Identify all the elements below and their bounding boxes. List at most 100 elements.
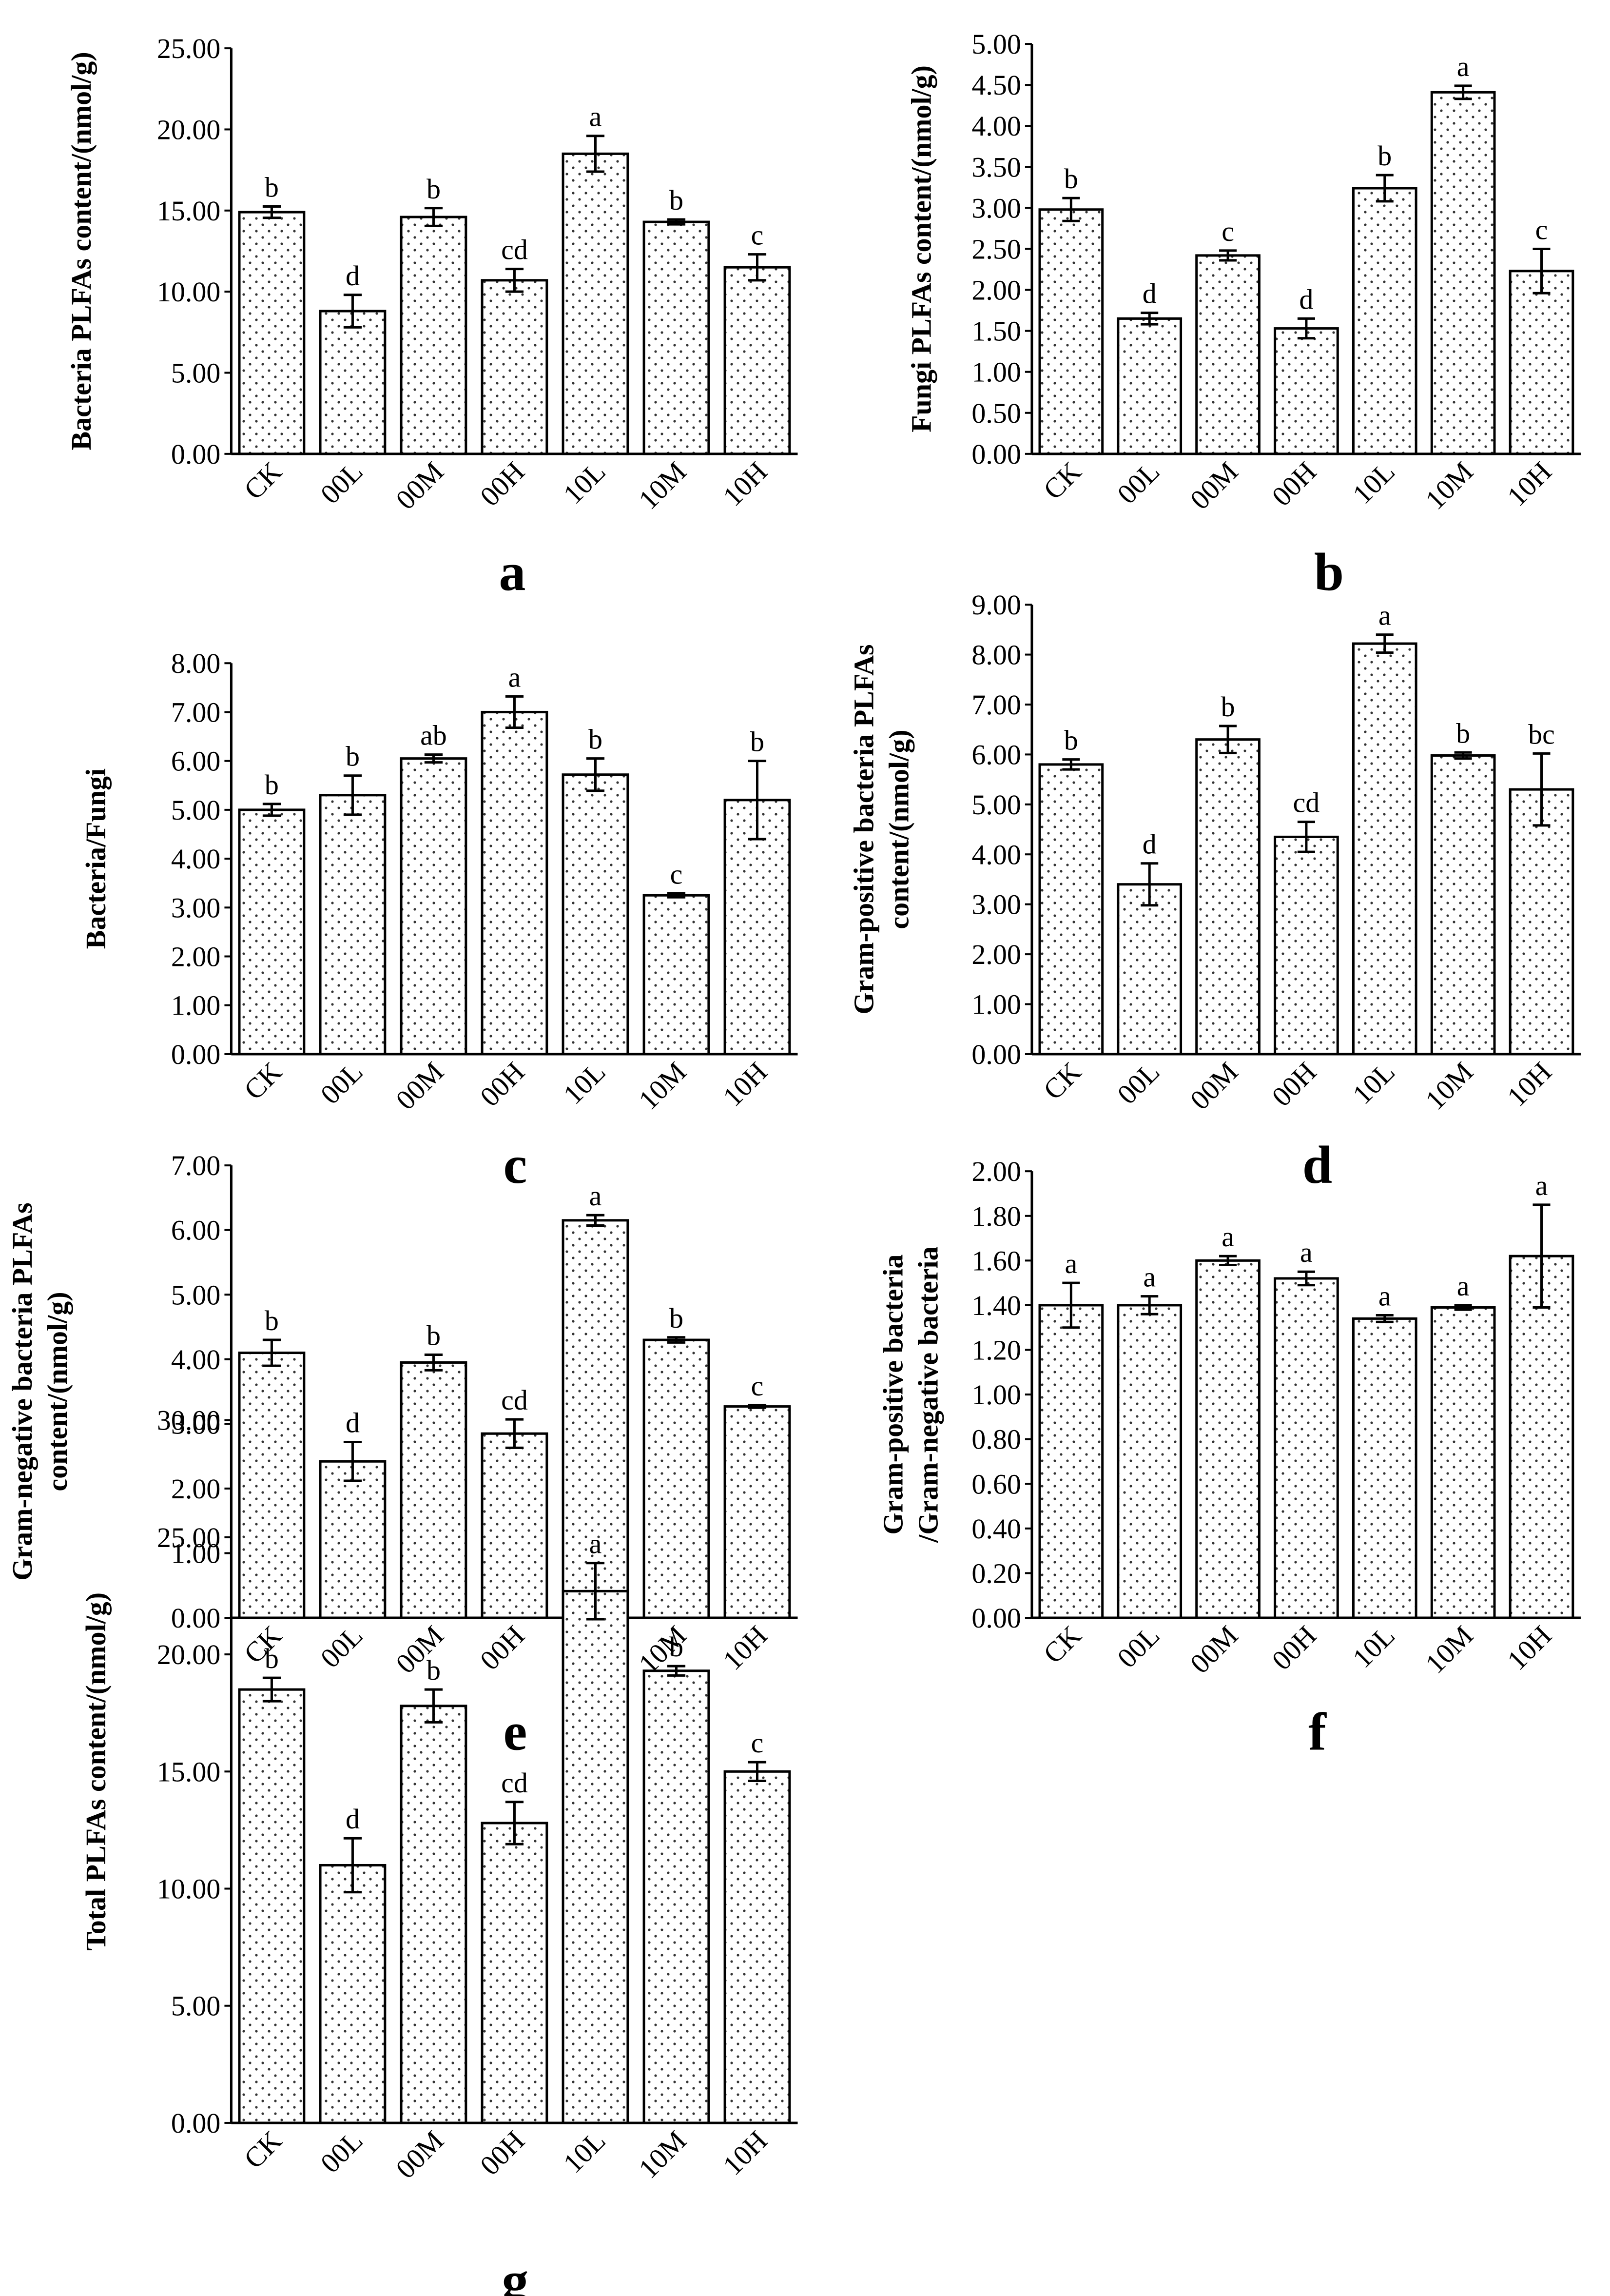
significance-label: b xyxy=(1064,163,1078,195)
significance-label: b xyxy=(265,1643,279,1674)
bar xyxy=(723,1770,791,2124)
significance-label: a xyxy=(1143,1261,1156,1293)
y-tick-label: 1.00 xyxy=(971,1379,1021,1411)
y-tick-label: 6.00 xyxy=(171,1215,221,1246)
category-label: 10M xyxy=(1419,1056,1479,1116)
y-axis-label: Gram-positive bacteria/Gram-negative bac… xyxy=(877,1247,944,1543)
category-label: 00L xyxy=(314,2124,369,2179)
y-tick-label: 1.00 xyxy=(171,990,221,1021)
bar xyxy=(1038,1304,1104,1619)
significance-label: b xyxy=(669,1302,683,1334)
significance-label: b xyxy=(1377,140,1392,172)
category-label: 10H xyxy=(717,2124,774,2181)
significance-label: a xyxy=(1457,51,1470,82)
y-tick-label: 20.00 xyxy=(157,114,221,145)
bar xyxy=(1195,738,1261,1056)
panel-label: c xyxy=(504,1135,527,1195)
bar xyxy=(1117,883,1183,1056)
significance-label: d xyxy=(1143,828,1157,860)
y-tick-label: 4.00 xyxy=(971,110,1021,142)
significance-label: b xyxy=(669,1631,683,1663)
y-tick-label: 8.00 xyxy=(971,639,1021,671)
y-tick-label: 2.00 xyxy=(971,275,1021,306)
y-tick-label: 5.00 xyxy=(971,789,1021,821)
bar xyxy=(1509,788,1574,1056)
category-label: 10L xyxy=(1346,1619,1401,1674)
y-tick-label: 25.00 xyxy=(157,33,221,64)
significance-label: a xyxy=(1457,1270,1470,1302)
y-axis-label: Bacteria PLFAs content/(nmol/g) xyxy=(65,52,97,450)
bar xyxy=(1274,1277,1339,1619)
bar xyxy=(1430,1306,1496,1619)
category-label: 10H xyxy=(1501,1619,1558,1676)
bar xyxy=(642,1669,710,2124)
category-label: 00M xyxy=(389,455,449,515)
y-tick-label: 10.00 xyxy=(157,1873,221,1905)
category-label: 00M xyxy=(389,2124,449,2184)
bar xyxy=(1038,763,1104,1056)
panel-label: f xyxy=(1308,1702,1327,1761)
panel-b: 0.00 0.50 1.00 1.50 2.00 2.50 3.00 3.50 4.00 4.50… xyxy=(906,28,1581,602)
category-label: CK xyxy=(238,455,288,506)
y-tick-label: 7.00 xyxy=(171,696,221,728)
category-label: 10L xyxy=(1346,455,1401,510)
category-label: 10M xyxy=(632,455,692,515)
y-tick-label: 30.00 xyxy=(157,1405,221,1436)
y-tick-label: 6.00 xyxy=(971,739,1021,770)
significance-label: cd xyxy=(1293,787,1320,819)
y-tick-label: 1.80 xyxy=(971,1200,1021,1232)
significance-label: c xyxy=(751,1370,764,1402)
bar xyxy=(562,152,629,455)
significance-label: b xyxy=(265,769,279,801)
panel-a: 0.00 5.00 10.00 15.00 20.00 25.00 b CK d 00L b 00M c… xyxy=(65,33,798,602)
bar xyxy=(1195,1259,1261,1619)
bar xyxy=(238,808,306,1056)
y-axis-label: Gram-negative bacteria PLFAs content/(nmo… xyxy=(6,1202,73,1580)
significance-label: b xyxy=(750,726,764,758)
significance-label: a xyxy=(1378,1280,1391,1312)
significance-label: b xyxy=(1064,725,1078,756)
category-label: 10H xyxy=(1501,455,1558,512)
y-tick-label: 7.00 xyxy=(171,1150,221,1181)
category-label: CK xyxy=(1037,1056,1087,1106)
category-label: 00H xyxy=(1266,1619,1323,1676)
bar xyxy=(400,1361,467,1619)
bar xyxy=(1509,1255,1574,1619)
y-tick-label: 8.00 xyxy=(171,648,221,679)
significance-label: ab xyxy=(420,720,447,751)
significance-label: c xyxy=(751,219,764,251)
bar xyxy=(238,211,306,455)
significance-label: a xyxy=(589,1528,602,1560)
significance-label: a xyxy=(508,661,521,693)
y-tick-label: 1.50 xyxy=(971,315,1021,347)
panel-label: b xyxy=(1314,542,1344,602)
category-label: 10L xyxy=(557,1056,612,1110)
y-tick-label: 7.00 xyxy=(971,689,1021,721)
bar xyxy=(723,266,791,455)
category-label: CK xyxy=(238,1619,288,1669)
y-tick-label: 2.00 xyxy=(171,1473,221,1505)
category-label: 00M xyxy=(389,1619,449,1679)
significance-label: b xyxy=(1221,691,1235,723)
significance-label: c xyxy=(1222,216,1234,247)
category-label: 00L xyxy=(314,455,369,510)
category-label: CK xyxy=(238,2124,288,2175)
y-tick-label: 3.50 xyxy=(971,151,1021,183)
y-tick-label: 4.00 xyxy=(971,839,1021,870)
bar xyxy=(319,794,387,1056)
significance-label: a xyxy=(1222,1221,1234,1253)
y-tick-label: 5.00 xyxy=(171,1990,221,2022)
panel-label: d xyxy=(1302,1135,1332,1195)
category-label: CK xyxy=(1037,1619,1087,1669)
panel-f: 0.00 0.20 0.40 0.60 0.80 1.00 1.20 1.40 1.60 1.80… xyxy=(877,1156,1581,1761)
y-tick-label: 0.00 xyxy=(171,2107,221,2139)
significance-label: cd xyxy=(501,1767,528,1799)
bar xyxy=(400,1705,467,2124)
y-tick-label: 1.20 xyxy=(971,1334,1021,1366)
y-tick-label: 3.00 xyxy=(971,192,1021,224)
category-label: 10M xyxy=(1419,1619,1479,1679)
y-tick-label: 0.00 xyxy=(171,1602,221,1634)
significance-label: bc xyxy=(1528,718,1555,750)
significance-label: cd xyxy=(501,1384,528,1416)
